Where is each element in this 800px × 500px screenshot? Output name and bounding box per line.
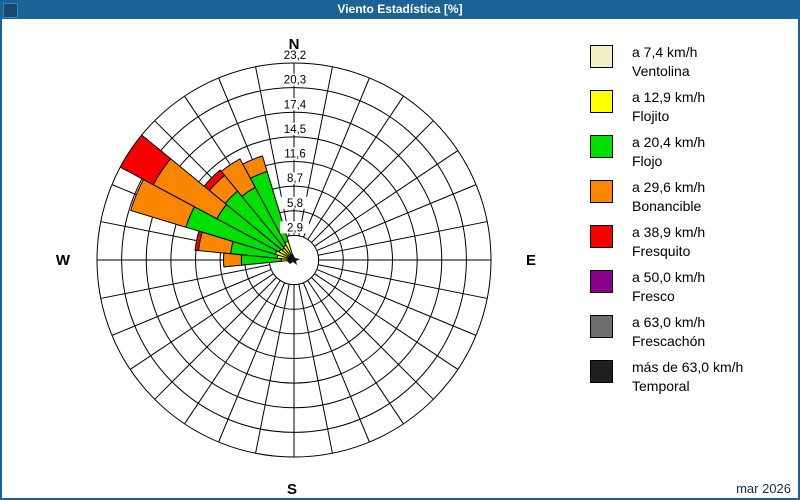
rose-bar-W-bonancible	[223, 252, 243, 268]
grid-spoke	[307, 280, 404, 425]
legend-swatch-flojo	[590, 135, 613, 158]
legend-name-label: Ventolina	[632, 63, 690, 79]
grid-spoke	[316, 184, 477, 252]
legend-swatch-frescachon	[590, 315, 613, 338]
tick-label-bg	[280, 98, 309, 111]
legend-label-flojo: a 20,4 km/h Flojo	[632, 133, 705, 171]
window-titlebar[interactable]: Viento Estadística [%]	[0, 0, 800, 19]
grid-spoke	[316, 268, 477, 336]
tick-label-bg	[280, 196, 309, 209]
radial-tick-label: 8,7	[287, 173, 303, 185]
legend-item-flojo: a 20,4 km/h Flojo	[590, 133, 795, 179]
legend-item-ventolina: a 7,4 km/h Ventolina	[590, 43, 795, 89]
legend-name-label: Fresquito	[632, 243, 691, 259]
grid-spoke	[311, 120, 434, 243]
radial-tick-label: 23,2	[284, 50, 306, 62]
legend-speed-label: a 20,4 km/h	[632, 134, 706, 150]
rose-bar-NWbyW-fresquito	[119, 134, 172, 186]
radial-tick-label: 17,4	[284, 99, 307, 111]
grid-spoke	[298, 284, 333, 454]
compass-label-W: W	[56, 252, 71, 269]
legend-speed-label: a 50,0 km/h	[632, 269, 706, 285]
radial-tick-label: 20,3	[284, 75, 306, 87]
radial-tick-label: 2,9	[287, 222, 303, 234]
legend-label-bonancible: a 29,6 km/h Bonancible	[632, 178, 705, 216]
tick-label-bg	[280, 122, 309, 135]
grid-spoke	[218, 282, 286, 443]
legend-name-label: Bonancible	[632, 198, 702, 214]
legend-swatch-temporal	[590, 360, 613, 383]
legend-item-frescachon: a 63,0 km/h Frescachón	[590, 313, 795, 359]
grid-spoke	[311, 277, 434, 400]
legend-item-bonancible: a 29,6 km/h Bonancible	[590, 178, 795, 224]
compass-label-S: S	[287, 481, 297, 498]
legend-name-label: Flojo	[632, 153, 663, 169]
radial-tick-label: 5,8	[287, 198, 303, 210]
legend-label-flojito: a 12,9 km/h Flojito	[632, 88, 705, 126]
grid-spoke	[111, 268, 272, 336]
grid-spoke	[314, 273, 459, 370]
legend-swatch-fresco	[590, 270, 613, 293]
rose-bar-WNW-bonancible	[130, 178, 196, 228]
radial-tick-label: 14,5	[284, 124, 306, 136]
legend-swatch-flojito	[590, 90, 613, 113]
compass-label-N: N	[289, 36, 300, 53]
tick-label-bg	[280, 172, 309, 185]
window-title: Viento Estadística [%]	[337, 2, 463, 16]
legend-item-fresco: a 50,0 km/h Fresco	[590, 268, 795, 314]
legend-name-label: Flojito	[632, 108, 670, 124]
legend-item-fresquito: a 38,9 km/h Fresquito	[590, 223, 795, 269]
legend-label-fresco: a 50,0 km/h Fresco	[632, 268, 705, 306]
grid-spoke	[100, 264, 270, 299]
grid-spoke	[255, 284, 290, 454]
rose-bar-WbyN-fresquito	[194, 230, 203, 252]
grid-spoke	[129, 273, 274, 370]
window-icon	[3, 3, 18, 18]
legend-name-label: Temporal	[632, 378, 690, 394]
legend-item-flojito: a 12,9 km/h Flojito	[590, 88, 795, 134]
grid-spoke	[314, 150, 459, 247]
legend-label-ventolina: a 7,4 km/h Ventolina	[632, 43, 697, 81]
legend-label-frescachon: a 63,0 km/h Frescachón	[632, 313, 705, 351]
legend-speed-label: a 63,0 km/h	[632, 314, 706, 330]
tick-label-bg	[280, 73, 309, 86]
legend-speed-label: a 29,6 km/h	[632, 179, 706, 195]
grid-spoke	[318, 221, 488, 256]
grid-spoke	[318, 264, 488, 299]
grid-spoke	[307, 95, 404, 240]
tick-label-bg	[280, 221, 309, 234]
legend-name-label: Fresco	[632, 288, 675, 304]
legend-label-temporal: más de 63,0 km/h Temporal	[632, 358, 743, 396]
legend-speed-label: más de 63,0 km/h	[632, 359, 744, 375]
footer-date: mar 2026	[736, 481, 791, 496]
legend-swatch-fresquito	[590, 225, 613, 248]
legend-name-label: Frescachón	[632, 333, 706, 349]
tick-label-bg	[280, 147, 309, 160]
legend-swatch-ventolina	[590, 45, 613, 68]
grid-spoke	[302, 282, 370, 443]
rose-bar-NWbyN-bonancible	[220, 158, 256, 198]
legend-speed-label: a 38,9 km/h	[632, 224, 706, 240]
rose-bar-NNW-bonancible	[242, 155, 268, 180]
center-marker-icon	[287, 254, 300, 265]
grid-spoke	[154, 277, 277, 400]
compass-label-E: E	[526, 252, 536, 269]
legend-speed-label: a 12,9 km/h	[632, 89, 706, 105]
grid-spoke	[302, 77, 370, 238]
rose-bar-NW-fresquito	[203, 169, 226, 192]
legend-speed-label: a 7,4 km/h	[632, 44, 698, 60]
tick-label-bg	[280, 49, 309, 61]
legend-label-fresquito: a 38,9 km/h Fresquito	[632, 223, 705, 261]
legend-item-temporal: más de 63,0 km/h Temporal	[590, 358, 795, 404]
legend-swatch-bonancible	[590, 180, 613, 203]
grid-spoke	[184, 280, 281, 425]
radial-tick-label: 11,6	[284, 149, 306, 161]
